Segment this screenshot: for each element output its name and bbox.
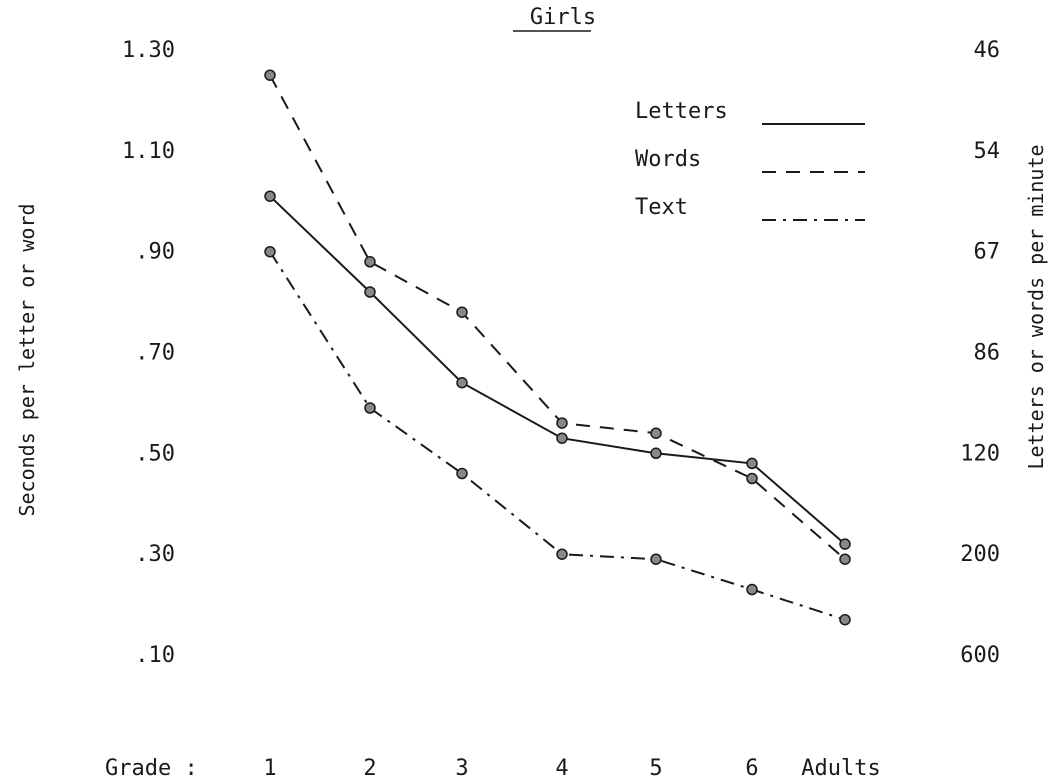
- left-tick-label: 1.30: [122, 38, 175, 63]
- data-point-text: [456, 467, 468, 480]
- x-axis-label: Grade :: [105, 756, 198, 780]
- data-point-text: [556, 548, 568, 560]
- data-point-letters: [456, 376, 468, 389]
- x-tick-label: 1: [263, 756, 276, 780]
- right-tick-label: 86: [974, 341, 1001, 366]
- data-point-words: [650, 427, 662, 439]
- left-tick-label: 1.10: [122, 139, 175, 164]
- left-tick-label: .50: [135, 441, 175, 466]
- data-point-text: [264, 245, 276, 258]
- data-point-text: [839, 613, 851, 626]
- x-tick-labels: 1 2 3 4 5 6 Adults: [263, 756, 880, 780]
- chart-title: Girls: [530, 5, 596, 30]
- data-point-letters: [264, 190, 276, 202]
- data-point-words: [746, 472, 758, 485]
- series-lines: [269, 74, 846, 621]
- right-tick-label: 200: [960, 542, 1000, 567]
- right-tick-label: 54: [974, 139, 1001, 164]
- left-tick-label: .30: [135, 542, 175, 567]
- legend: Letters Words Text: [635, 99, 865, 221]
- y-axis-label-left: Seconds per letter or word: [15, 203, 39, 516]
- legend-label: Words: [635, 147, 701, 172]
- data-point-words: [556, 417, 568, 429]
- data-point-letters: [650, 447, 662, 460]
- data-point-words: [364, 256, 376, 268]
- x-tick-label: 6: [745, 756, 758, 780]
- x-tick-label: 5: [649, 756, 662, 780]
- y-axis-label-right: Letters or words per minute: [1024, 144, 1048, 469]
- left-tick-label: .90: [135, 240, 175, 265]
- legend-label: Text: [635, 195, 688, 220]
- data-point-text: [364, 402, 376, 414]
- series-line-words: [269, 74, 846, 560]
- data-point-text: [746, 583, 758, 596]
- right-tick-label: 600: [960, 643, 1000, 668]
- data-point-letters: [839, 538, 851, 550]
- data-point-letters: [364, 286, 376, 298]
- right-tick-label: 67: [974, 240, 1001, 265]
- data-point-letters: [556, 432, 568, 444]
- x-tick-label: 3: [455, 756, 468, 780]
- data-point-letters: [746, 457, 758, 470]
- left-tick-label: .10: [135, 643, 175, 668]
- left-tick-labels: .10 .30 .50 .70 .90 1.10 1.30: [122, 38, 175, 668]
- right-tick-label: 46: [974, 38, 1001, 63]
- data-point-words: [456, 306, 468, 318]
- right-tick-labels: 600 200 120 86 67 54 46: [960, 38, 1000, 668]
- x-tick-label: 4: [555, 756, 568, 780]
- data-point-words: [839, 553, 851, 565]
- series-points: [264, 69, 851, 626]
- legend-label: Letters: [635, 99, 728, 124]
- series-line-letters: [269, 195, 846, 545]
- data-point-words: [264, 69, 276, 81]
- data-point-text: [650, 553, 662, 565]
- x-tick-label: Adults: [801, 756, 880, 780]
- x-tick-label: 2: [363, 756, 376, 780]
- left-tick-label: .70: [135, 341, 175, 366]
- right-tick-label: 120: [960, 441, 1000, 466]
